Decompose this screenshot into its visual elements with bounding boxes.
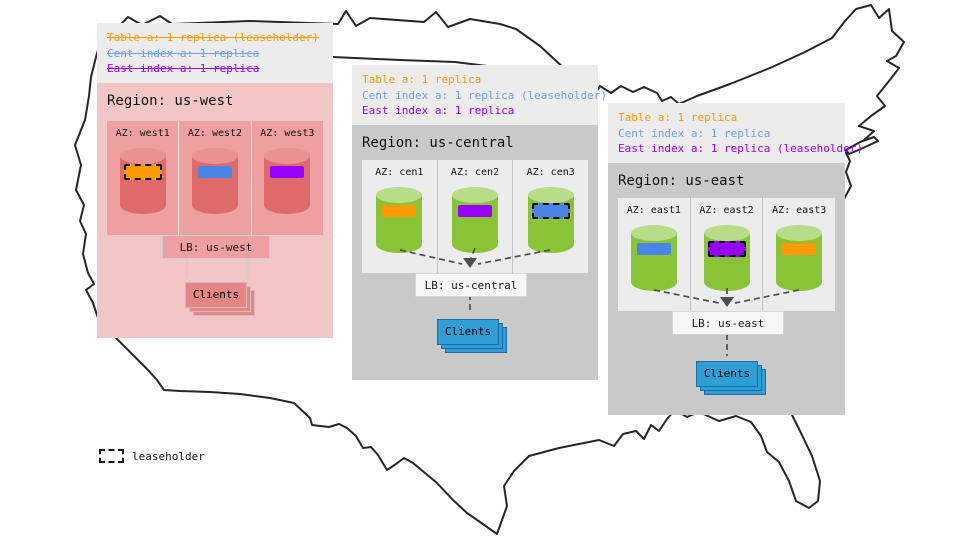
- az-label: AZ: west1: [115, 127, 170, 139]
- az-label: AZ: west3: [260, 127, 315, 139]
- region-block-us-central: Table a: 1 replica Cent index a: 1 repli…: [352, 65, 608, 380]
- database-cylinder-icon: [630, 224, 677, 291]
- load-balancer-box: LB: us-east: [672, 310, 784, 335]
- database-cylinder-icon: [776, 224, 823, 291]
- replica-bar: [382, 204, 417, 217]
- region-block-us-east: Table a: 1 replica Cent index a: 1 repli…: [608, 103, 864, 415]
- annotation-line: Cent index a: 1 replica (leaseholder): [362, 88, 608, 102]
- az-label: AZ: cen3: [526, 166, 575, 178]
- leaseholder-swatch-icon: [99, 449, 124, 463]
- az-block-us-west: AZ: west1 AZ: west2 AZ: west3: [107, 120, 323, 235]
- az-label: AZ: west2: [187, 127, 243, 139]
- annotation-line: Cent index a: 1 replica: [107, 46, 260, 60]
- region-title: Region: us-east: [618, 172, 745, 189]
- replica-bar: [782, 242, 817, 255]
- az-label: AZ: cen2: [450, 166, 500, 178]
- region-body-us-east: Region: us-east AZ: east1 AZ: east2: [608, 162, 845, 415]
- az-panel-east1: AZ: east1: [618, 198, 690, 311]
- replica-bar: [270, 165, 305, 178]
- annotation-strip-us-east: Table a: 1 replica Cent index a: 1 repli…: [608, 103, 864, 163]
- az-panel-west2: AZ: west2: [178, 120, 250, 235]
- database-cylinder-icon: [119, 147, 166, 214]
- annotation-line: Table a: 1 replica: [618, 111, 738, 124]
- region-title: Region: us-west: [107, 92, 234, 109]
- az-block-us-east: AZ: east1 AZ: east2 AZ: east3: [618, 197, 835, 311]
- database-cylinder-icon: [452, 186, 498, 253]
- region-body-us-west: Region: us-west AZ: west1 AZ: west2: [97, 82, 333, 338]
- replica-bar: [707, 240, 746, 257]
- legend-leaseholder: leaseholder: [99, 449, 205, 463]
- annotation-line: Cent index a: 1 replica: [618, 126, 771, 140]
- region-title: Region: us-central: [362, 134, 514, 151]
- annotation-line: East index a: 1 replica: [107, 62, 260, 75]
- clients-box: Clients: [696, 360, 766, 395]
- az-block-us-central: AZ: cen1 AZ: cen2 AZ: cen3: [362, 159, 588, 273]
- database-cylinder-icon: [703, 224, 750, 291]
- replica-bar: [197, 165, 232, 178]
- az-label: AZ: cen1: [375, 166, 424, 178]
- annotation-line: East index a: 1 replica: [362, 104, 515, 117]
- replica-bar: [531, 202, 570, 219]
- az-panel-west1: AZ: west1: [107, 121, 178, 235]
- annotation-strip-us-west: Table a: 1 replica (leaseholder) Cent in…: [97, 23, 333, 83]
- region-block-us-west: Table a: 1 replica (leaseholder) Cent in…: [97, 23, 333, 338]
- az-label: AZ: east1: [626, 204, 681, 216]
- region-body-us-central: Region: us-central AZ: cen1 AZ: cen2: [352, 124, 598, 380]
- annotation-line: Table a: 1 replica (leaseholder): [107, 31, 319, 44]
- az-panel-cen3: AZ: cen3: [512, 159, 588, 273]
- replica-bar: [123, 163, 162, 180]
- replica-bar: [458, 204, 492, 217]
- database-cylinder-icon: [527, 186, 574, 253]
- annotation-line: East index a: 1 replica (leaseholder): [618, 142, 864, 155]
- annotation-strip-us-central: Table a: 1 replica Cent index a: 1 repli…: [352, 65, 608, 125]
- az-panel-east3: AZ: east3: [762, 197, 835, 311]
- load-balancer-box: LB: us-west: [162, 234, 270, 259]
- database-cylinder-icon: [264, 147, 311, 214]
- replica-bar: [636, 242, 671, 255]
- az-label: AZ: east3: [772, 204, 827, 216]
- database-cylinder-icon: [191, 147, 238, 214]
- annotation-line: Table a: 1 replica: [362, 73, 482, 86]
- az-panel-cen2: AZ: cen2: [436, 159, 513, 273]
- az-panel-cen1: AZ: cen1: [362, 160, 437, 273]
- load-balancer-box: LB: us-central: [415, 272, 527, 297]
- legend-label: leaseholder: [132, 449, 205, 463]
- az-panel-east2: AZ: east2: [689, 197, 763, 311]
- az-panel-west3: AZ: west3: [250, 120, 323, 235]
- database-cylinder-icon: [376, 186, 423, 253]
- clients-box: Clients: [437, 318, 507, 353]
- clients-box: Clients: [185, 281, 255, 316]
- az-label: AZ: east2: [699, 204, 754, 216]
